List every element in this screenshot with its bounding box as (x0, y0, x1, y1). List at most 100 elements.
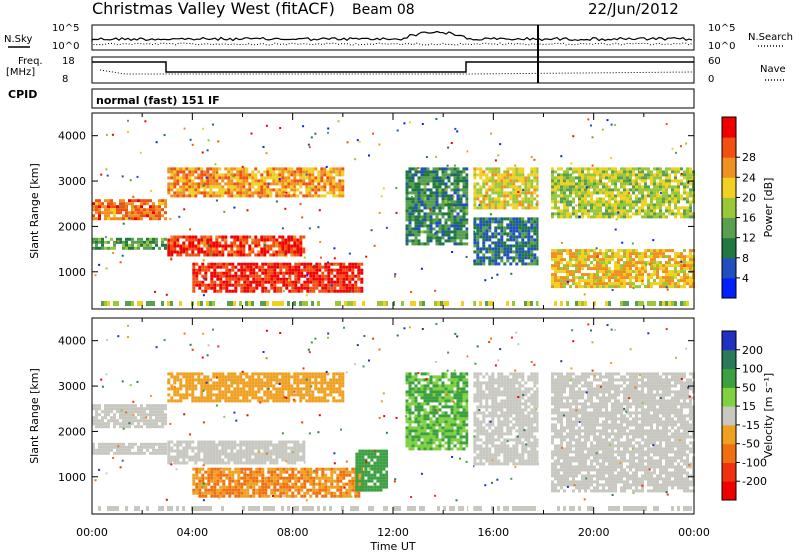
data-cell (432, 197, 436, 201)
data-cell (626, 197, 629, 201)
data-cell (251, 443, 255, 447)
data-cell (456, 224, 460, 228)
data-cell (497, 247, 501, 251)
data-cell (273, 286, 277, 290)
scatter-point (408, 121, 411, 124)
data-cell (581, 249, 584, 253)
data-cell (237, 470, 241, 474)
data-cell (140, 419, 143, 423)
data-cell (632, 258, 635, 262)
data-cell (261, 280, 265, 284)
data-cell (306, 479, 310, 483)
data-cell (575, 270, 578, 274)
data-cell (647, 249, 650, 253)
data-cell (459, 224, 463, 228)
data-cell (605, 188, 608, 192)
data-cell (299, 253, 303, 257)
data-cell (674, 206, 677, 210)
scatter-point (265, 124, 268, 127)
data-cell (170, 185, 174, 189)
data-cell (191, 173, 195, 177)
data-cell (222, 470, 226, 474)
data-cell (405, 236, 409, 240)
data-cell (602, 191, 605, 195)
data-cell (234, 277, 238, 281)
data-cell (683, 206, 686, 210)
data-cell (680, 255, 683, 259)
data-cell (122, 410, 125, 414)
data-cell (230, 250, 234, 254)
data-cell (284, 238, 288, 242)
data-cell (240, 467, 244, 471)
data-cell (339, 286, 343, 290)
data-cell (479, 200, 483, 204)
data-cell (303, 473, 307, 477)
data-cell (677, 182, 680, 186)
data-cell (659, 282, 662, 286)
data-cell (317, 185, 321, 189)
data-cell (429, 200, 433, 204)
data-cell (596, 185, 599, 189)
data-cell (227, 176, 231, 180)
data-cell (476, 235, 480, 239)
data-cell (476, 182, 480, 186)
data-cell (269, 449, 273, 453)
data-cell (557, 179, 560, 183)
data-cell (557, 167, 560, 171)
data-cell (281, 455, 285, 459)
data-cell (249, 482, 253, 486)
data-cell (641, 209, 644, 213)
data-cell (614, 179, 617, 183)
data-cell (602, 258, 605, 262)
data-cell (248, 458, 252, 462)
data-cell (653, 252, 656, 256)
data-cell (441, 242, 445, 246)
data-cell (267, 289, 271, 293)
data-cell (521, 241, 525, 245)
data-cell (408, 221, 412, 225)
data-cell (629, 170, 632, 174)
data-cell (252, 274, 256, 278)
data-cell (200, 179, 204, 183)
data-cell (278, 182, 282, 186)
data-cell (581, 185, 584, 189)
data-cell (482, 259, 486, 263)
data-cell (435, 173, 439, 177)
data-cell (339, 289, 343, 293)
data-cell (473, 200, 477, 204)
data-cell (330, 262, 334, 266)
data-cell (309, 271, 313, 275)
scatter-point (378, 211, 381, 214)
data-cell (476, 244, 480, 248)
data-cell (435, 197, 439, 201)
data-cell (200, 247, 204, 251)
data-cell (620, 200, 623, 204)
data-cell (411, 167, 415, 171)
data-cell (143, 413, 146, 417)
data-cell (581, 215, 584, 219)
data-cell (122, 404, 125, 408)
data-cell (251, 176, 255, 180)
data-cell (242, 440, 246, 444)
data-cell (302, 443, 306, 447)
data-cell (438, 230, 442, 234)
data-cell (107, 240, 110, 244)
data-cell (188, 253, 192, 257)
scatter-point (202, 277, 205, 280)
data-cell (503, 182, 507, 186)
data-cell (587, 170, 590, 174)
data-cell (188, 179, 192, 183)
data-cell (686, 176, 689, 180)
data-cell (668, 276, 671, 280)
data-cell (309, 476, 313, 480)
data-cell (465, 233, 469, 237)
data-cell (629, 215, 632, 219)
data-cell (450, 215, 454, 219)
data-cell (246, 289, 250, 293)
data-cell (104, 240, 107, 244)
data-cell (206, 179, 210, 183)
data-cell (212, 253, 216, 257)
data-cell (197, 185, 201, 189)
data-cell (320, 176, 324, 180)
scatter-point (499, 143, 502, 146)
